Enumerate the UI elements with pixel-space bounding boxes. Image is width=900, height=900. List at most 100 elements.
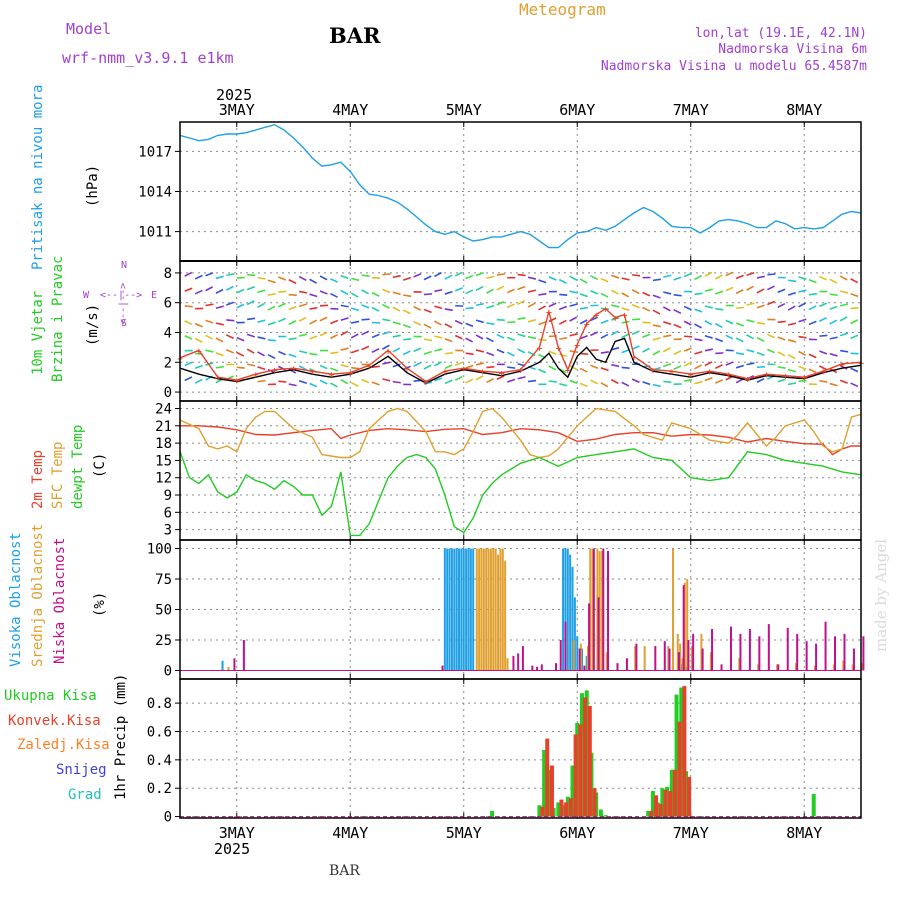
- wind-vector: [351, 320, 360, 324]
- clouds-mid-bar: [492, 548, 495, 671]
- precip-conv-bar: [663, 789, 668, 817]
- compass-n: N: [121, 260, 127, 271]
- wind-vector: [475, 285, 484, 292]
- footer-station: BAR: [329, 863, 360, 879]
- precip-conv-bar: [649, 810, 654, 817]
- clouds-mid-bar: [589, 548, 592, 671]
- wind-vector: [194, 378, 203, 384]
- wind-vector: [382, 303, 390, 309]
- precip-total-bar: [598, 809, 603, 817]
- wind-vector: [663, 321, 672, 325]
- clouds-low-bar: [720, 664, 723, 671]
- wind-vector: [278, 350, 287, 356]
- y-tick-label: 6: [164, 505, 172, 521]
- wind-vector: [808, 368, 817, 374]
- wind-vector: [423, 293, 433, 296]
- wind-vector: [257, 366, 266, 371]
- chart-title: Meteogram: [519, 0, 606, 19]
- clouds-mid-bar: [601, 550, 604, 671]
- wind-vector: [642, 306, 651, 312]
- gust-marker: +: [688, 370, 694, 381]
- clouds-low-bar: [597, 597, 600, 671]
- wind-vector: [621, 333, 630, 339]
- precip-conv-bar: [578, 724, 583, 817]
- wind-vector: [382, 344, 390, 350]
- wind-vector: [403, 294, 412, 298]
- wind-vector: [777, 351, 786, 357]
- wind-vector: [735, 289, 744, 295]
- clouds-mid-bar: [681, 658, 684, 671]
- wind-vector: [829, 382, 838, 387]
- wind-vector: [538, 279, 547, 284]
- wind-vector: [683, 320, 692, 326]
- wind-vector: [767, 348, 775, 354]
- wind-vector: [725, 271, 734, 277]
- wind-vector: [777, 320, 786, 323]
- wind-vector: [454, 361, 463, 367]
- wind-vector: [662, 347, 671, 353]
- gust-marker: +: [404, 364, 410, 375]
- gust-marker: +: [461, 364, 467, 375]
- wind-vector: [371, 347, 380, 354]
- wind-vector: [683, 305, 692, 311]
- wind-vector: [298, 275, 307, 282]
- clouds-high-bar: [462, 548, 465, 671]
- temp-ylabel2: SFC Temp: [50, 442, 66, 509]
- wind-vector: [798, 365, 807, 371]
- wind-vector: [486, 351, 495, 357]
- wind-vector: [756, 275, 765, 279]
- wind-vector: [361, 318, 370, 321]
- wind-vector: [683, 361, 692, 367]
- wind-vector: [548, 302, 557, 308]
- gust-marker: +: [565, 366, 571, 377]
- gust-marker: +: [801, 373, 807, 384]
- wind-vector: [704, 320, 713, 326]
- gust-marker: +: [782, 372, 788, 383]
- temperature-tsfc-line: [179, 407, 862, 459]
- wind-vector: [184, 320, 193, 326]
- wind-vector: [725, 361, 734, 366]
- y-tick-label: 0: [164, 663, 172, 679]
- wind-vector: [610, 378, 619, 385]
- clouds-mid-bar: [497, 554, 500, 671]
- gust-marker: +: [347, 369, 353, 380]
- wind-vector: [506, 288, 515, 294]
- wind-vector: [746, 348, 755, 353]
- wind-vector: [319, 331, 328, 337]
- clouds-high-bar: [455, 548, 458, 671]
- clouds-high-bar: [569, 554, 572, 671]
- wind-vector: [309, 382, 318, 388]
- precip-conv-bar: [687, 776, 692, 817]
- wind-vector: [808, 293, 818, 296]
- bottom-date-tick-label: 6MAY: [559, 824, 595, 842]
- wind-vector: [382, 378, 391, 382]
- wind-vector: [486, 304, 495, 309]
- wind-vector: [673, 323, 682, 329]
- precip-conv-bar: [573, 734, 578, 817]
- clouds-low-bar: [796, 633, 799, 671]
- wind-vector: [246, 333, 255, 338]
- clouds-mid-bar: [683, 582, 686, 671]
- clouds-low-bar: [748, 629, 751, 671]
- clouds-high-bar: [458, 548, 461, 671]
- y-tick-label: 3: [164, 523, 172, 539]
- wind-vector: [829, 293, 838, 297]
- gust-marker: +: [763, 370, 769, 381]
- panel-frame: [179, 400, 862, 541]
- wind-vector: [444, 379, 453, 385]
- clouds-mid-bar: [489, 548, 492, 671]
- wind-vector: [371, 292, 380, 297]
- wind-vector: [506, 378, 516, 383]
- wind-vector: [350, 349, 360, 354]
- wind-vector: [736, 306, 745, 310]
- wind-vector: [579, 306, 589, 310]
- clouds-high-bar: [571, 566, 574, 671]
- wind-speed-line: [179, 337, 862, 384]
- clouds-low-bar: [834, 636, 837, 671]
- gust-marker: +: [290, 364, 296, 375]
- clouds-high-bar: [566, 548, 569, 671]
- clouds-low-bar: [583, 665, 586, 671]
- wind-vector: [434, 271, 442, 278]
- precip-conv-bar: [677, 721, 682, 817]
- clouds-mid-bar: [480, 548, 483, 671]
